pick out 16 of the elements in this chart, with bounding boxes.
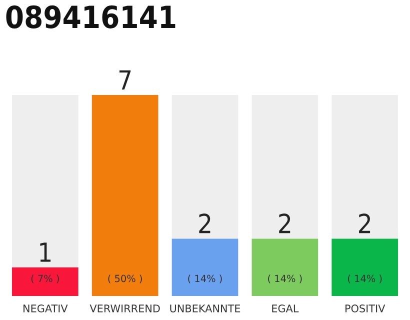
x-tick-label: POSITIV xyxy=(346,304,386,312)
x-tick-label: EGAL xyxy=(272,304,299,312)
data-label: 2 xyxy=(199,214,210,234)
annotation: ( 50% ) xyxy=(108,274,142,284)
x-tick-label: NEGATIV xyxy=(24,304,68,312)
chart-title: 089416141 xyxy=(6,5,176,28)
annotation: ( 14% ) xyxy=(268,274,302,284)
x-tick-label: VERWIRREND xyxy=(90,304,160,312)
annotation: ( 7% ) xyxy=(31,274,59,284)
data-label: 2 xyxy=(279,214,290,234)
data-label: 1 xyxy=(40,242,51,262)
x-tick-label: UNBEKANNTE xyxy=(170,304,240,312)
data-label: 2 xyxy=(359,214,370,234)
annotation: ( 14% ) xyxy=(348,274,382,284)
annotation: ( 14% ) xyxy=(188,274,222,284)
data-label: 7 xyxy=(119,70,131,90)
